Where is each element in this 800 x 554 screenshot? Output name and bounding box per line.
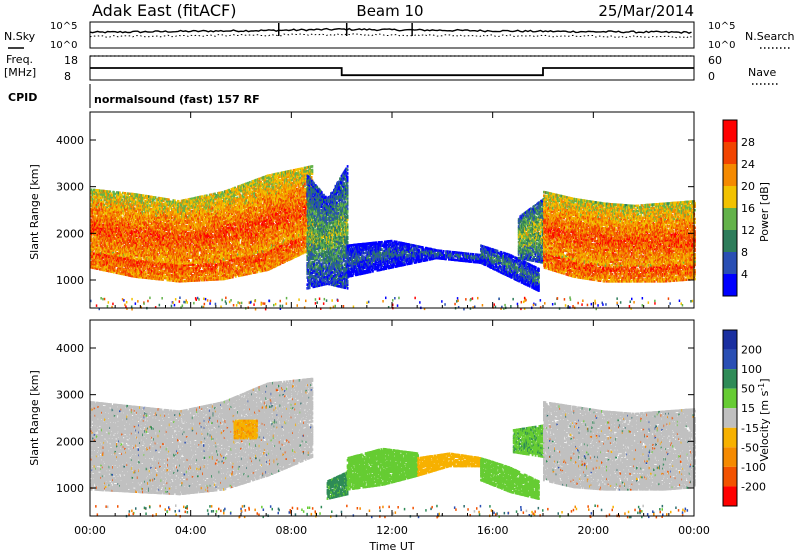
cpid-value: normalsound (fast) 157 RF	[94, 93, 260, 106]
nsky-top-tick: 10^5	[50, 21, 77, 32]
nsky-label: N.Sky	[4, 30, 36, 43]
nsearch-top-tick: 10^5	[708, 21, 735, 32]
nave-bottom-tick: 0	[708, 70, 715, 83]
nsky-series-group	[90, 23, 692, 38]
site-title: Adak East (fitACF)	[92, 1, 236, 20]
freq-line	[90, 68, 694, 75]
date-label: 25/Mar/2014	[598, 2, 694, 20]
freq-top-tick: 18	[64, 54, 78, 67]
beam-label: Beam 10	[356, 2, 423, 20]
freq-label: Freq.	[6, 53, 33, 66]
nsky-line	[90, 29, 692, 34]
nsearch-bottom-tick: 10^0	[708, 40, 735, 51]
cpid-label: CPID	[8, 91, 37, 104]
nsky-bottom-tick: 10^0	[50, 40, 77, 51]
nsearch-line	[90, 34, 692, 38]
freq-series-group	[90, 56, 694, 75]
power-data-group	[90, 165, 696, 310]
nave-top-tick: 60	[708, 54, 722, 67]
nave-label: Nave	[748, 66, 776, 79]
freq-unit-label: [MHz]	[4, 66, 36, 79]
nsearch-label: N.Search	[745, 30, 795, 43]
freq-bottom-tick: 8	[64, 70, 71, 83]
